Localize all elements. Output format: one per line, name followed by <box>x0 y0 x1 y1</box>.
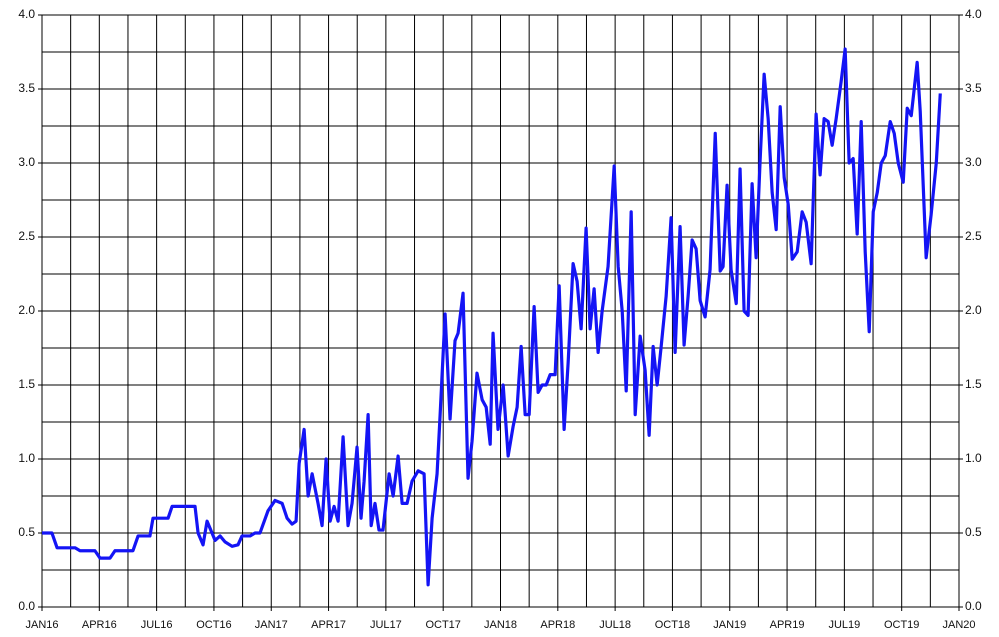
x-tick-label: JAN17 <box>255 619 288 631</box>
y-tick-label: 2.5 <box>18 229 35 243</box>
x-tick-label: JAN16 <box>25 619 58 631</box>
y-tick-label: 2.0 <box>18 303 35 317</box>
y-tick-label: 1.5 <box>18 377 35 391</box>
x-tick-label: APR18 <box>540 619 575 631</box>
y2-tick-label: 3.0 <box>965 155 982 169</box>
x-tick-label: JUL17 <box>370 619 402 631</box>
y2-tick-label: 1.0 <box>965 451 982 465</box>
x-tick-label: APR19 <box>770 619 805 631</box>
data-line <box>42 47 942 587</box>
y-tick-label: 3.0 <box>18 155 35 169</box>
y-tick-label: 0.0 <box>18 599 35 613</box>
x-tick-label: OCT18 <box>655 619 690 631</box>
x-tick-label: JAN18 <box>484 619 517 631</box>
y2-tick-label: 1.5 <box>965 377 982 391</box>
x-tick-label: JUL19 <box>828 619 860 631</box>
y2-tick-label: 0.5 <box>965 525 982 539</box>
y-tick-label: 3.5 <box>18 81 35 95</box>
x-tick-label: JAN20 <box>942 619 975 631</box>
y2-tick-label: 2.5 <box>965 229 982 243</box>
x-tick-label: JAN19 <box>713 619 746 631</box>
x-tick-label: APR16 <box>82 619 117 631</box>
y2-tick-label: 2.0 <box>965 303 982 317</box>
x-tick-label: OCT19 <box>884 619 919 631</box>
x-tick-label: OCT17 <box>425 619 460 631</box>
y-tick-label: 1.0 <box>18 451 35 465</box>
y2-tick-label: 0.0 <box>965 599 982 613</box>
x-tick-label: JUL18 <box>599 619 631 631</box>
x-tick-label: APR17 <box>311 619 346 631</box>
y2-tick-label: 3.5 <box>965 81 982 95</box>
y-tick-label: 4.0 <box>18 7 35 21</box>
y-tick-label: 0.5 <box>18 525 35 539</box>
x-tick-label: JUL16 <box>141 619 173 631</box>
x-tick-label: OCT16 <box>196 619 231 631</box>
y2-tick-label: 4.0 <box>965 7 982 21</box>
